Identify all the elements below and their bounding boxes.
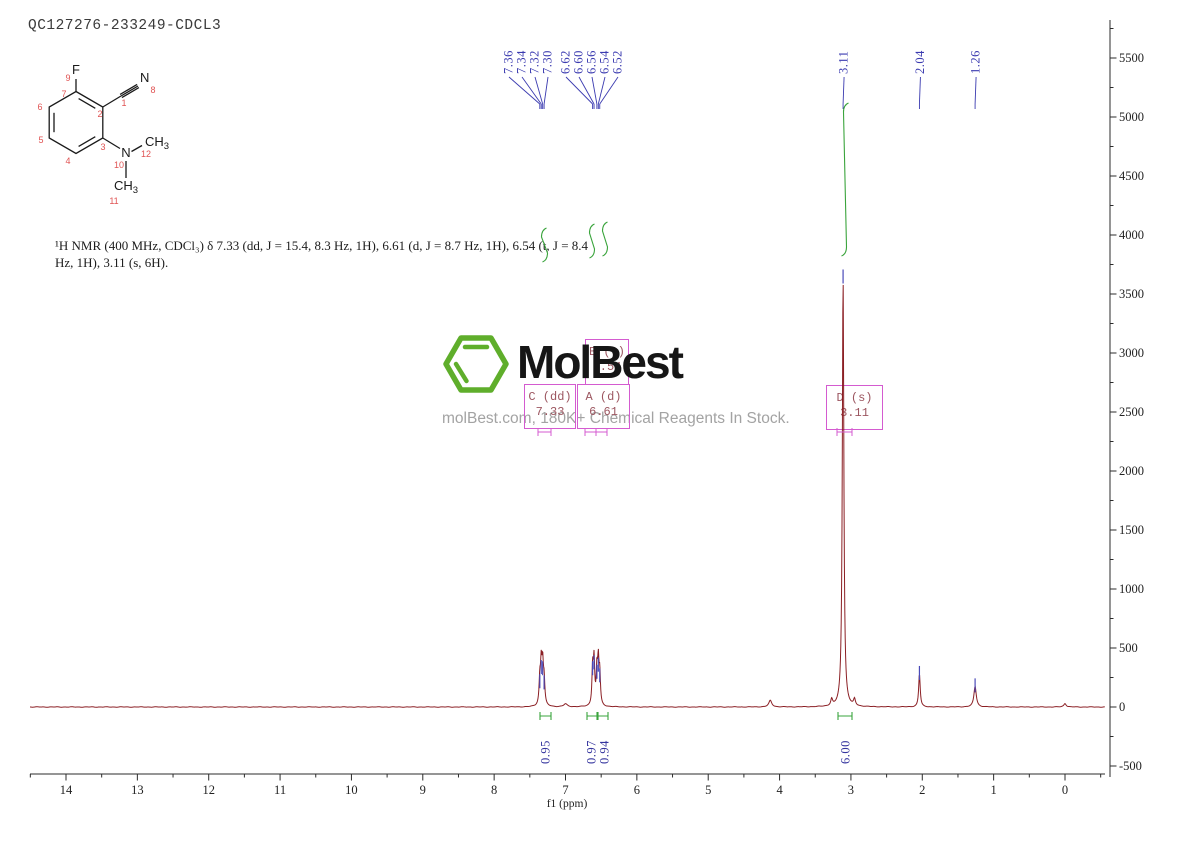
y-tick-label: 2000 [1119, 464, 1144, 478]
peak-shift-label: 6.62 [559, 50, 573, 74]
x-tick-label: 8 [491, 783, 497, 797]
peak-shift-label: 3.11 [837, 51, 851, 74]
structure-atom-labels: F N N CH3 CH3 [72, 62, 169, 196]
atom-number-7: 7 [61, 89, 66, 99]
peak-shift-label: 6.60 [572, 50, 586, 74]
y-tick-label: -500 [1119, 759, 1142, 773]
y-tick-label: 3000 [1119, 346, 1144, 360]
sample-id-title: QC127276-233249-CDCL3 [28, 18, 222, 34]
annotation-multiplicity: D (s) [836, 391, 873, 405]
atom-number-3: 3 [100, 142, 105, 152]
y-tick-label: 500 [1119, 641, 1138, 655]
y-tick-label: 1000 [1119, 582, 1144, 596]
integral-value-label: 0.95 [539, 740, 553, 764]
benzene-hexagon-icon [443, 335, 509, 393]
x-tick-label: 5 [705, 783, 711, 797]
annotation-shift: 3.11 [840, 406, 869, 420]
peak-shift-label: 1.26 [969, 50, 983, 74]
x-tick-label: 2 [919, 783, 925, 797]
annotation-range-markers [537, 428, 853, 436]
y-axis-labels: 5500500045004000350030002500200015001000… [1119, 51, 1144, 773]
atom-number-4: 4 [65, 156, 70, 166]
annotation-shift: 6.61 [589, 405, 618, 419]
y-tick-label: 3500 [1119, 287, 1144, 301]
atom-number-2: 2 [97, 109, 102, 119]
atom-number-12: 12 [141, 149, 151, 159]
x-tick-label: 0 [1062, 783, 1068, 797]
peak-shift-label: 6.54 [598, 50, 612, 74]
atom-number-1: 1 [121, 98, 126, 108]
x-tick-label: 6 [634, 783, 640, 797]
atom-number-11: 11 [109, 196, 118, 206]
nmr-text-line1: ¹H NMR (400 MHz, CDCl₃) δ 7.33 (dd, J = … [55, 238, 589, 253]
integral-value-label: 6.00 [839, 740, 853, 764]
x-axis-labels: 14 13 12 11 10 9 8 7 6 5 4 3 2 1 0f1 (ppm) [60, 783, 1068, 810]
atom-label-N_nitrile: N [140, 70, 149, 85]
y-tick-label: 1500 [1119, 523, 1144, 537]
x-tick-label: 4 [776, 783, 783, 797]
peak-shift-label: 6.52 [611, 50, 625, 74]
peak-shift-label: 6.56 [585, 50, 599, 74]
nmr-text-line2: Hz, 1H), 3.11 (s, 6H). [55, 255, 169, 270]
peak-shift-labels: 7.36 7.34 7.32 7.30 6.62 6.60 6.56 6.54 6.52 3.11… [502, 50, 983, 109]
x-axis-title: f1 (ppm) [547, 798, 588, 810]
integral-value-label: 0.97 [585, 740, 599, 764]
x-tick-label: 1 [991, 783, 997, 797]
atom-number-5: 5 [38, 135, 43, 145]
y-tick-label: 0 [1119, 700, 1125, 714]
atom-label-CH3_top: CH3 [145, 134, 169, 152]
atom-label-CH3_bottom: CH3 [114, 178, 138, 196]
peak-shift-label: 7.34 [515, 50, 529, 74]
x-tick-label: 10 [345, 783, 358, 797]
x-tick-label: 12 [202, 783, 215, 797]
peak-shift-label: 7.36 [502, 50, 516, 74]
structure-bonds [48, 79, 143, 178]
atom-number-6: 6 [37, 102, 42, 112]
y-tick-label: 4000 [1119, 228, 1144, 242]
y-tick-label: 5500 [1119, 51, 1144, 65]
peak-annotation-box-D: D (s) 3.11 [826, 385, 883, 430]
atom-label-F: F [72, 62, 80, 77]
x-tick-label: 7 [562, 783, 568, 797]
x-axis [29, 773, 1105, 781]
y-tick-label: 2500 [1119, 405, 1144, 419]
integral-values: 0.95 0.97 0.94 6.00 [539, 740, 853, 764]
nmr-assignment-text: ¹H NMR (400 MHz, CDCl₃) δ 7.33 (dd, J = … [55, 237, 630, 271]
integral-value-label: 0.94 [598, 740, 612, 764]
x-tick-label: 13 [131, 783, 144, 797]
peak-shift-label: 7.30 [541, 50, 555, 74]
x-tick-label: 11 [274, 783, 286, 797]
brand-wordmark: MolBest [517, 336, 684, 388]
atom-number-9: 9 [65, 73, 70, 83]
peak-shift-label: 7.32 [528, 50, 542, 74]
x-tick-label: 9 [420, 783, 426, 797]
watermark-logo: MolBest [443, 330, 684, 398]
atom-label-N_amine: N [121, 145, 130, 160]
atom-number-8: 8 [150, 85, 155, 95]
x-tick-label: 14 [60, 783, 73, 797]
x-tick-label: 3 [848, 783, 854, 797]
atom-number-10: 10 [114, 160, 124, 170]
y-axis [1109, 20, 1117, 777]
peak-shift-label: 2.04 [913, 50, 927, 74]
y-tick-label: 5000 [1119, 110, 1144, 124]
annotation-shift: 7.33 [535, 405, 565, 419]
y-tick-label: 4500 [1119, 169, 1144, 183]
